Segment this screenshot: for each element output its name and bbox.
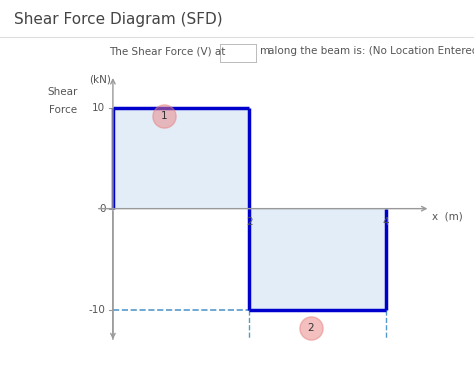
Text: m: m	[260, 46, 270, 57]
Text: 4: 4	[383, 217, 389, 227]
Text: x  (m): x (m)	[432, 212, 463, 222]
Point	[160, 112, 168, 119]
Text: 2: 2	[246, 217, 253, 227]
Text: 1: 1	[161, 111, 167, 121]
Text: -10: -10	[89, 305, 105, 315]
Text: (kN): (kN)	[89, 74, 111, 84]
Text: 2: 2	[308, 323, 314, 333]
Text: Shear: Shear	[47, 87, 77, 98]
Point	[307, 325, 315, 331]
Text: Force: Force	[49, 105, 77, 115]
Text: 10: 10	[92, 103, 105, 113]
Text: Shear Force Diagram (SFD): Shear Force Diagram (SFD)	[14, 12, 223, 27]
Text: The Shear Force (V) at: The Shear Force (V) at	[109, 46, 226, 57]
Text: 0: 0	[99, 204, 105, 214]
Text: along the beam is: (No Location Entered): along the beam is: (No Location Entered)	[268, 46, 474, 57]
